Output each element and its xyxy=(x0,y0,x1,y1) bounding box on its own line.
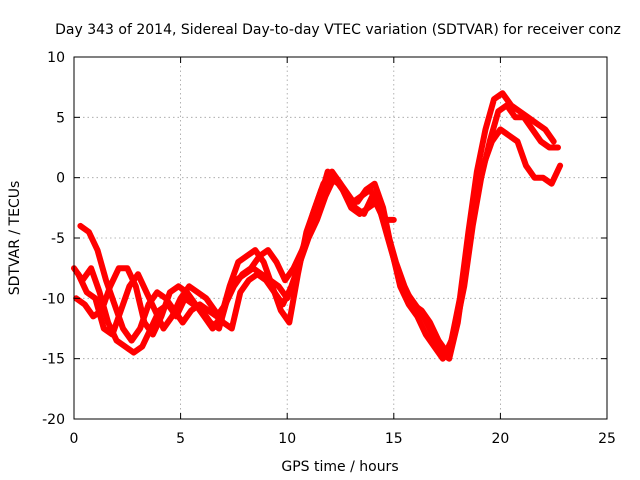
ticks: 0 5 10 15 20 25 -20 -15 -10 -5 0 5 10 xyxy=(42,50,616,447)
series-track-d xyxy=(75,174,397,338)
x-tick-label: 10 xyxy=(278,431,296,447)
y-axis-label: SDTVAR / TECUs xyxy=(7,181,23,296)
y-tick-label: 5 xyxy=(56,110,65,126)
series-track-c xyxy=(73,90,557,362)
x-tick-label: 5 xyxy=(176,431,185,447)
y-tick-label: 10 xyxy=(47,50,65,66)
y-tick-label: -20 xyxy=(42,412,65,428)
x-tick-label: 15 xyxy=(385,431,403,447)
series-layer xyxy=(71,90,564,362)
x-tick-label: 0 xyxy=(70,431,79,447)
grid xyxy=(74,57,607,419)
x-tick-label: 25 xyxy=(598,431,616,447)
y-tick-label: 0 xyxy=(56,171,65,187)
x-tick-label: 20 xyxy=(491,431,509,447)
y-tick-label: -5 xyxy=(51,231,65,247)
series-track-b xyxy=(77,102,561,356)
y-tick-label: -10 xyxy=(42,291,65,307)
y-tick-label: -15 xyxy=(42,352,65,368)
chart-title: Day 343 of 2014, Sidereal Day-to-day VTE… xyxy=(55,22,621,38)
x-axis-label: GPS time / hours xyxy=(281,459,398,475)
